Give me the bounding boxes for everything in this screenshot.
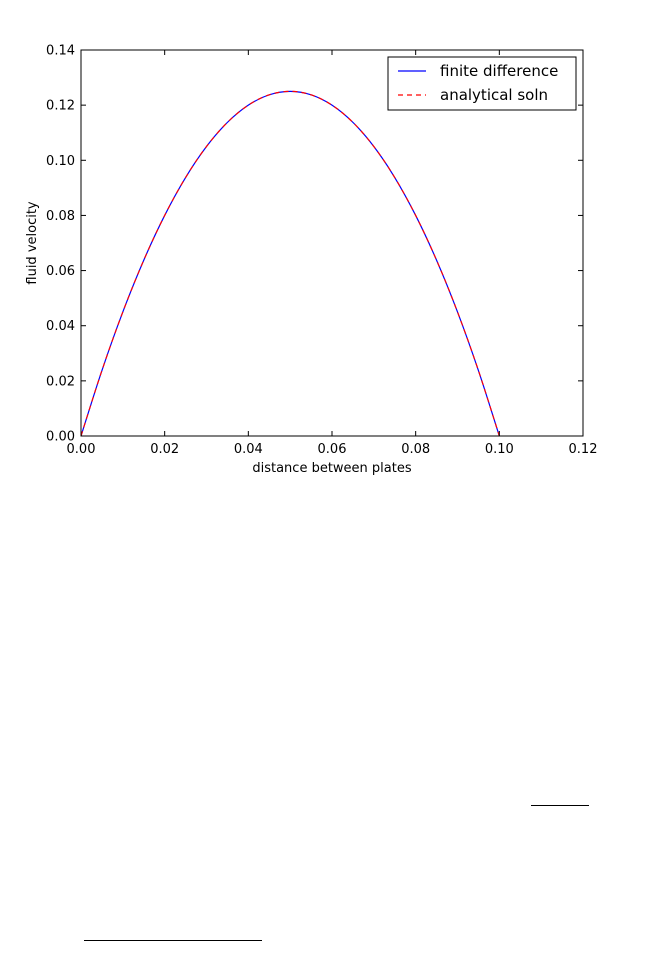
x-tick-label: 0.12 (569, 442, 598, 457)
plot-area (81, 50, 583, 436)
y-axis-title: fluid velocity (25, 201, 40, 285)
x-axis-title: distance between plates (252, 461, 411, 476)
y-tick-label: 0.14 (46, 44, 75, 59)
y-tick-label: 0.06 (46, 264, 75, 279)
series-line-2 (81, 90, 500, 436)
x-tick-label: 0.08 (401, 442, 430, 457)
plot-background (81, 50, 583, 436)
series-layer (81, 90, 500, 436)
y-tick-label: 0.08 (46, 209, 75, 224)
x-tick-label: 0.04 (234, 442, 263, 457)
chart: 0.00 0.02 0.04 0.06 0.08 0.10 0.12 0.00 0.02 0.04… (25, 44, 597, 477)
footnote-rule (84, 940, 262, 941)
x-tick-label: 0.10 (485, 442, 514, 457)
legend-box (387, 56, 577, 111)
y-tick-label: 0.00 (46, 430, 75, 445)
axes: 0.00 0.02 0.04 0.06 0.08 0.10 0.12 0.00 0.02 0.04… (46, 44, 597, 458)
y-tick-label: 0.04 (46, 319, 75, 334)
x-tick-label: 0.06 (318, 442, 347, 457)
legend-label-2: analytical soln (440, 86, 548, 104)
y-tick-label: 0.10 (46, 154, 75, 169)
legend-label-1: finite difference (440, 62, 558, 80)
legend: finite difference analytical soln (387, 56, 577, 111)
divider-rule-right (531, 805, 589, 806)
x-tick-label: 0.02 (150, 442, 179, 457)
y-tick-label: 0.02 (46, 374, 75, 389)
x-tick-label: 0.00 (67, 442, 96, 457)
y-tick-label: 0.12 (46, 99, 75, 114)
